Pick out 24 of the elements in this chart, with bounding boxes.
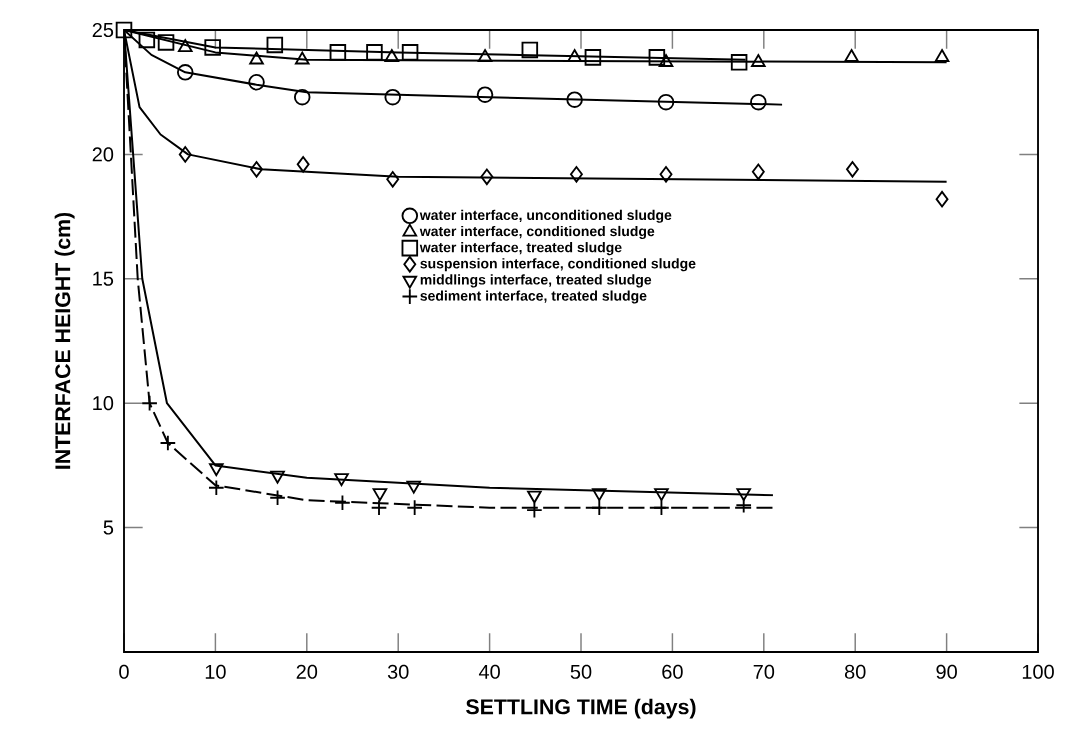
legend-label: sediment interface, treated sludge xyxy=(420,290,647,304)
y-tick-label: 20 xyxy=(92,147,114,162)
x-tick-label: 80 xyxy=(844,664,866,679)
x-tick-label: 40 xyxy=(478,664,500,679)
x-tick-label: 10 xyxy=(205,664,226,679)
x-tick-label: 100 xyxy=(1022,664,1054,679)
x-tick-label: 0 xyxy=(119,664,129,679)
legend-label: suspension interface, conditioned sludge xyxy=(420,258,696,272)
x-tick-label: 90 xyxy=(936,664,957,679)
y-axis-title: INTERFACE HEIGHT (cm) xyxy=(54,212,75,469)
y-tick-label: 15 xyxy=(93,271,114,286)
y-tick-label: 25 xyxy=(92,22,114,38)
x-tick-label: 70 xyxy=(753,664,775,679)
x-tick-label: 60 xyxy=(662,664,683,679)
y-tick-label: 5 xyxy=(103,520,114,535)
legend-label: water interface, unconditioned sludge xyxy=(419,209,672,223)
x-tick-label: 50 xyxy=(570,664,592,679)
y-tick-label: 10 xyxy=(93,396,114,411)
x-tick-label: 30 xyxy=(387,664,409,679)
x-axis-title: SETTLING TIME (days) xyxy=(466,698,696,719)
legend-label: water interface, conditioned sludge xyxy=(419,225,655,240)
legend-label: middlings interface, treated sludge xyxy=(420,274,652,288)
legend-label: water interface, treated sludge xyxy=(419,242,622,256)
x-tick-label: 20 xyxy=(296,664,318,679)
